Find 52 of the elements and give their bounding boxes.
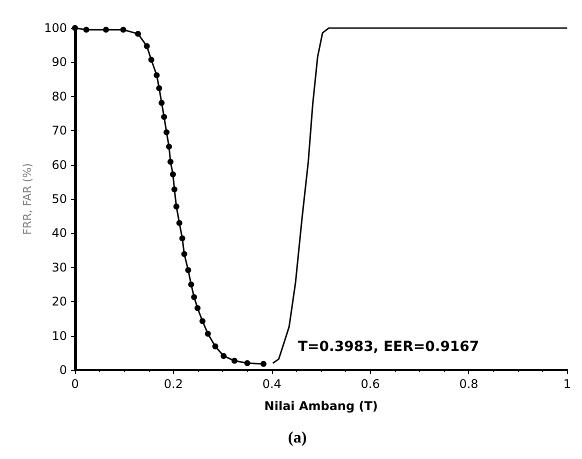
point	[171, 186, 178, 192]
point	[231, 358, 238, 364]
x-tick-label: 1	[563, 377, 572, 391]
point	[176, 220, 182, 226]
y-tick-label: 70	[52, 124, 67, 138]
y-tick-label: 80	[52, 89, 67, 104]
point	[260, 360, 267, 367]
point	[166, 144, 172, 150]
point	[199, 318, 206, 324]
point	[144, 43, 150, 50]
point	[220, 352, 227, 359]
annotation: T=0.3983, EER=0.9167	[298, 339, 480, 355]
point	[167, 158, 174, 165]
y-axis-title: FRR, FAR (%)	[21, 163, 34, 235]
point	[191, 294, 198, 300]
y-tick-label: 100	[44, 21, 67, 35]
point	[204, 330, 211, 337]
point	[173, 204, 180, 210]
point	[181, 251, 188, 258]
point	[154, 72, 160, 78]
point	[170, 171, 176, 178]
x-tick-label: 0.8	[459, 377, 478, 391]
point	[103, 26, 110, 33]
point	[244, 360, 250, 366]
x-tick-label: 0.2	[164, 377, 183, 391]
y-tick-label: 40	[52, 226, 67, 240]
point	[135, 30, 141, 37]
point	[83, 26, 90, 33]
y-tick-label: 20	[52, 294, 67, 309]
point	[156, 85, 162, 92]
y-tick-label: 60	[52, 158, 67, 172]
y-tick-label: 50	[52, 192, 67, 206]
point	[161, 114, 168, 120]
point	[212, 343, 218, 350]
y-tick-label: 10	[52, 328, 67, 343]
y-tick-label: 0	[59, 363, 67, 377]
point	[179, 235, 186, 242]
line-series	[272, 27, 568, 364]
point	[188, 282, 194, 288]
x-axis-title: Nilai Ambang (T)	[264, 399, 378, 413]
point	[120, 26, 126, 33]
point	[194, 305, 201, 312]
point	[148, 56, 154, 63]
point	[164, 129, 170, 136]
x-tick-label: 0.6	[360, 377, 380, 391]
point	[185, 267, 192, 274]
text: (a)	[288, 430, 307, 446]
point	[158, 100, 165, 106]
x-tick-label: 0	[71, 377, 79, 391]
x-tick-label: 0.4	[262, 377, 282, 391]
y-tick-label: 30	[52, 260, 67, 274]
y-tick-label: 90	[52, 55, 67, 70]
